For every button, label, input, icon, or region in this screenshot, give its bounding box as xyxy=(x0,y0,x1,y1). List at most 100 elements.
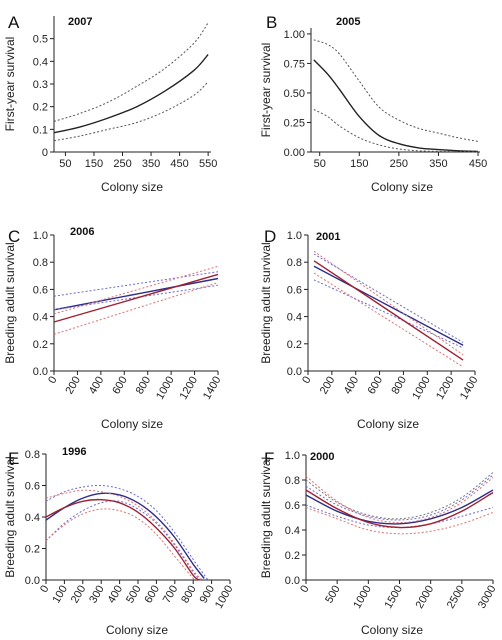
x-tick-label: 600 xyxy=(366,375,386,397)
y-tick-label: 0.25 xyxy=(284,117,305,129)
series-line-upper-ci xyxy=(53,22,209,122)
series-line-fit-blue xyxy=(45,492,205,579)
series-line-fit xyxy=(53,54,209,134)
y-tick-label: 1.00 xyxy=(284,29,305,41)
x-tick-label: 250 xyxy=(390,158,408,170)
y-tick-label: 0.50 xyxy=(284,88,305,100)
series-line-fit-blue xyxy=(53,277,219,311)
x-tick-label: 250 xyxy=(113,158,131,170)
x-tick-label: 3000 xyxy=(476,584,499,611)
series-line-upper-ci-red xyxy=(305,475,494,524)
y-tick-label: 0.4 xyxy=(25,512,40,524)
y-tick-label: 0.3 xyxy=(33,79,48,91)
y-tick-label: 0.4 xyxy=(33,312,48,324)
y-tick-label: 0.4 xyxy=(285,525,300,537)
series-line-lower-ci-red xyxy=(53,282,219,335)
y-tick-label: 0.5 xyxy=(33,34,48,46)
y-tick-label: 0.1 xyxy=(33,124,48,136)
panel-title: 2005 xyxy=(336,16,360,28)
x-tick-label: 50 xyxy=(314,158,326,170)
y-tick-label: 0.2 xyxy=(285,550,300,562)
y-tick-label: 0.8 xyxy=(285,475,300,487)
x-axis-label: Colony size xyxy=(101,180,163,194)
x-tick-label: 600 xyxy=(142,584,162,606)
x-tick-label: 400 xyxy=(342,375,362,397)
series-line-fit-red xyxy=(53,273,219,323)
x-tick-label: 500 xyxy=(124,584,144,606)
x-tick-label: 200 xyxy=(318,375,338,397)
x-tick-label: 600 xyxy=(110,375,130,397)
y-axis-label: First-year survival xyxy=(3,37,17,132)
x-tick-label: 1000 xyxy=(351,584,374,611)
x-axis-label: Colony size xyxy=(106,623,168,637)
y-tick-label: 0.8 xyxy=(33,257,48,269)
y-tick-label: 1.0 xyxy=(33,230,48,242)
x-tick-label: 50 xyxy=(59,158,71,170)
y-tick-label: 0.6 xyxy=(285,500,300,512)
series-line-lower-ci xyxy=(53,81,209,142)
x-tick-label: 350 xyxy=(142,158,160,170)
x-tick-label: 1000 xyxy=(213,584,236,611)
x-tick-label: 1200 xyxy=(178,375,201,402)
x-tick-label: 2000 xyxy=(414,584,437,611)
panel-f: F 2000 0.0 0.2 0.4 0.6 0.8 1.0 0 500 1000 1500 2000 2… xyxy=(259,449,499,637)
x-tick-label: 400 xyxy=(106,584,126,606)
panel-d: D 2001 0.0 0.2 0.4 0.6 0.8 1.0 0 200 400 600 800 1000… xyxy=(259,227,481,431)
x-tick-label: 800 xyxy=(134,375,154,397)
y-tick-label: 0.00 xyxy=(284,147,305,159)
x-axis-label: Colony size xyxy=(361,623,423,637)
series-line-lower-ci xyxy=(313,109,479,153)
x-tick-label: 1000 xyxy=(410,375,433,402)
x-tick-label: 700 xyxy=(161,584,181,606)
y-axis-label: First-year survival xyxy=(259,43,273,138)
series-line-lower-ci-blue xyxy=(45,500,201,581)
y-tick-label: 0.6 xyxy=(33,284,48,296)
panel-title: 1996 xyxy=(62,446,86,458)
y-tick-label: 0.2 xyxy=(287,339,302,351)
x-tick-label: 0 xyxy=(38,584,51,595)
panel-letter: D xyxy=(264,227,276,246)
panel-letter: C xyxy=(8,227,20,246)
panel-title: 2001 xyxy=(316,231,340,243)
x-tick-label: 100 xyxy=(50,584,70,606)
y-axis-label: Breeding adult survival xyxy=(3,242,17,363)
panel-letter: B xyxy=(266,13,277,32)
series-line-lower-ci-blue xyxy=(53,284,219,311)
x-tick-label: 1400 xyxy=(458,375,481,402)
panel-a: A 2007 0 0.1 0.2 0.3 0.4 0.5 50 150 250 350 450 550 Co… xyxy=(3,13,217,194)
y-tick-label: 0.2 xyxy=(33,339,48,351)
y-tick-label: 0.2 xyxy=(25,544,40,556)
y-tick-label: 1.0 xyxy=(285,450,300,462)
x-tick-label: 450 xyxy=(170,158,188,170)
y-tick-label: 0.2 xyxy=(33,102,48,114)
x-axis-label: Colony size xyxy=(371,180,433,194)
panel-title: 2007 xyxy=(68,16,92,28)
series-line-upper-ci-red xyxy=(53,265,219,315)
y-tick-label: 0.75 xyxy=(284,58,305,70)
series-line-upper-ci-blue xyxy=(45,484,209,581)
y-axis-label: Breeding adult survival xyxy=(3,456,17,577)
x-tick-label: 0 xyxy=(298,584,311,595)
x-tick-label: 800 xyxy=(179,584,199,606)
panel-letter: F xyxy=(264,449,274,468)
panel-letter: E xyxy=(8,449,19,468)
x-axis-label: Colony size xyxy=(101,417,163,431)
panel-title: 2006 xyxy=(70,226,94,238)
series-line-lower-ci-red xyxy=(305,507,494,535)
y-axis-label: Breeding adult survival xyxy=(259,457,273,578)
x-tick-label: 2500 xyxy=(445,584,468,611)
series-line-upper-ci-grey xyxy=(305,472,494,520)
x-tick-label: 500 xyxy=(323,584,343,606)
panel-c: C 2006 0.0 0.2 0.4 0.6 0.8 1.0 0 200 400 600 800 1000… xyxy=(3,226,224,431)
x-tick-label: 800 xyxy=(389,375,409,397)
y-tick-label: 0 xyxy=(42,147,48,159)
y-tick-label: 0.0 xyxy=(285,575,300,587)
series-line-upper-ci-red xyxy=(45,489,203,581)
x-tick-label: 1000 xyxy=(154,375,177,402)
series-line-fit-red xyxy=(45,498,201,581)
series-line-upper-ci-blue xyxy=(53,271,219,297)
series-line-fit-blue xyxy=(305,489,494,525)
series-line-lower-ci-red xyxy=(313,272,464,368)
x-tick-label: 0 xyxy=(46,375,59,386)
